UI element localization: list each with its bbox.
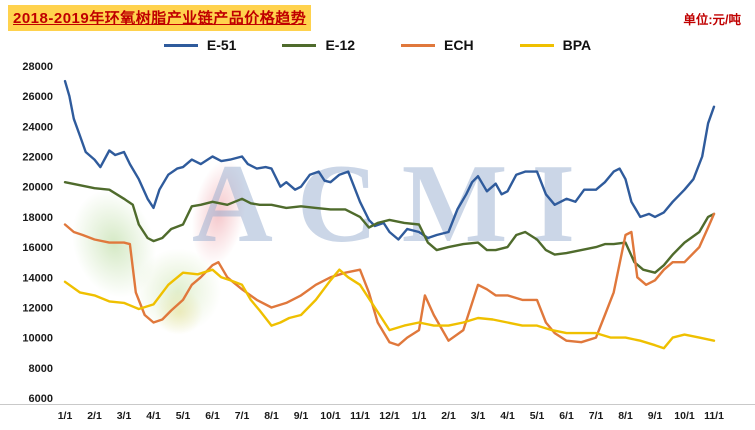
x-axis-tick-label: 5/1 bbox=[530, 410, 545, 422]
x-axis-tick-label: 8/1 bbox=[618, 410, 633, 422]
e51-line-swatch bbox=[163, 43, 198, 47]
series-line-e-51 bbox=[63, 79, 716, 241]
unit-label: 单位:元/吨 bbox=[683, 13, 741, 27]
ech-line-swatch bbox=[401, 43, 436, 47]
y-axis-tick-label: 16000 bbox=[22, 242, 53, 254]
legend-item-ech: ECH bbox=[401, 37, 474, 53]
legend-item-e51: E-51 bbox=[163, 37, 237, 53]
y-axis-tick-label: 26000 bbox=[22, 91, 53, 103]
x-axis-tick-label: 2/1 bbox=[441, 410, 456, 422]
x-axis-tick-label: 9/1 bbox=[648, 410, 663, 422]
y-axis-tick-label: 28000 bbox=[22, 61, 53, 73]
y-axis-tick-label: 18000 bbox=[22, 212, 53, 224]
legend-label-bpa: BPA bbox=[562, 37, 592, 53]
y-axis-tick-label: 20000 bbox=[22, 182, 53, 194]
x-axis-tick-label: 9/1 bbox=[294, 410, 309, 422]
x-axis-tick-label: 10/1 bbox=[674, 410, 695, 422]
x-axis-tick-label: 11/1 bbox=[704, 410, 724, 422]
y-axis-tick-label: 12000 bbox=[22, 302, 53, 314]
x-axis-tick-label: 6/1 bbox=[205, 410, 220, 422]
x-axis-tick-label: 7/1 bbox=[589, 410, 604, 422]
x-axis-tick-label: 4/1 bbox=[146, 410, 161, 422]
series-line-bpa bbox=[63, 268, 716, 350]
x-axis-tick-label: 3/1 bbox=[117, 410, 132, 422]
x-axis-tick-label: 5/1 bbox=[176, 410, 191, 422]
legend-label-e12: E-12 bbox=[325, 37, 356, 53]
bpa-line-swatch bbox=[519, 43, 554, 47]
x-axis-tick-label: 4/1 bbox=[500, 410, 515, 422]
chart-title: 2018-2019年环氧树脂产业链产品价格趋势 bbox=[8, 5, 312, 31]
x-axis-tick-label: 3/1 bbox=[471, 410, 486, 422]
series-line-ech bbox=[63, 212, 716, 347]
y-axis-tick-label: 6000 bbox=[29, 393, 53, 405]
legend-item-bpa: BPA bbox=[519, 37, 592, 53]
legend: E-51 E-12 ECH BPA bbox=[0, 37, 755, 53]
y-axis-tick-label: 14000 bbox=[22, 272, 53, 284]
watermark-leaf-shape bbox=[118, 232, 238, 350]
legend-item-e12: E-12 bbox=[282, 37, 355, 53]
x-axis-tick-label: 1/1 bbox=[58, 410, 73, 422]
legend-label-e51: E-51 bbox=[206, 37, 237, 53]
x-axis-tick-label: 11/1 bbox=[350, 410, 370, 422]
x-axis-tick-label: 7/1 bbox=[235, 410, 250, 422]
y-axis-tick-label: 10000 bbox=[22, 333, 53, 345]
x-axis-tick-label: 2/1 bbox=[87, 410, 102, 422]
watermark-dot-shape bbox=[146, 280, 212, 344]
x-axis-tick-label: 6/1 bbox=[559, 410, 574, 422]
x-axis-tick-label: 8/1 bbox=[264, 410, 279, 422]
e12-line-swatch bbox=[282, 43, 317, 47]
y-axis-tick-label: 24000 bbox=[22, 121, 53, 133]
x-axis-tick-label: 1/1 bbox=[412, 410, 427, 422]
x-axis-tick-label: 10/1 bbox=[320, 410, 341, 422]
legend-label-ech: ECH bbox=[444, 37, 474, 53]
x-axis-tick-label: 12/1 bbox=[379, 410, 400, 422]
y-axis-tick-label: 22000 bbox=[22, 152, 53, 164]
series-line-e-12 bbox=[63, 180, 716, 274]
y-axis-tick-label: 8000 bbox=[29, 363, 53, 375]
